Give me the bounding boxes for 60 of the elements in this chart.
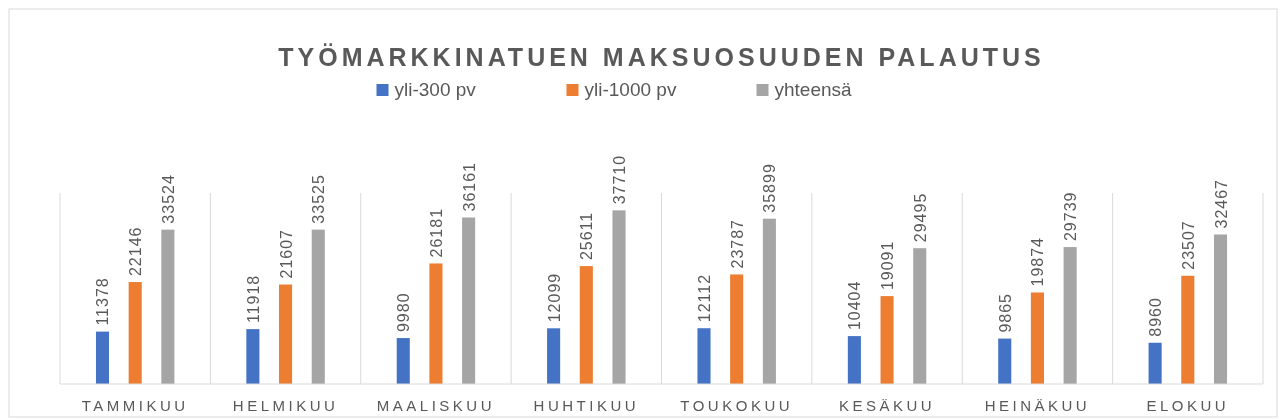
legend-label: yli-300 pv [394,79,477,100]
data-label: 11918 [244,274,262,324]
bar [279,284,293,384]
data-label: 10404 [846,280,864,331]
bar [462,217,476,384]
bar [730,274,744,384]
data-label: 26181 [427,207,445,258]
data-label: 22146 [127,226,145,277]
bar [1148,342,1162,384]
data-label: 29495 [911,192,929,243]
bar [1181,275,1195,384]
bar [246,329,260,384]
data-label: 12099 [545,272,563,323]
data-label: 29739 [1062,191,1080,242]
data-label: 36161 [460,162,478,212]
data-label: 9865 [996,292,1014,333]
data-label: 8960 [1147,297,1165,337]
data-label: 11378 [94,277,112,326]
bar [913,248,927,384]
bar [1063,247,1077,384]
data-label: 19091 [879,240,897,291]
x-tick-label: MAALISKUU [376,397,496,414]
bar [762,218,776,384]
legend-label: yli-1000 pv [584,79,677,100]
data-label: 25611 [578,211,596,261]
x-tick-label: ELOKUU [1146,397,1230,414]
bar [998,338,1012,384]
bar [1213,234,1228,384]
x-tick-label: TAMMIKUU [81,397,189,414]
legend-label: yhteensä [774,79,853,100]
data-label: 35899 [761,163,779,213]
data-label: 23507 [1179,220,1197,270]
bar [880,296,894,384]
x-tick-label: HELMIKUU [232,397,339,414]
bar [547,328,561,384]
x-tick-label: HEINÄKUU [984,397,1091,414]
bar [1030,292,1044,384]
bar [847,336,861,384]
data-label: 37710 [611,154,628,205]
data-label: 33525 [310,174,328,224]
x-tick-label: HUHTIKUU [533,397,640,414]
data-label: 9980 [395,292,413,333]
x-tick-label: KESÄKUU [838,397,936,414]
bar [429,263,443,384]
bar [311,229,325,384]
data-label: 32467 [1212,179,1230,229]
chart-title: TYÖMARKKINATUEN MAKSUOSUUDEN PALAUTUS [278,43,1045,71]
data-label: 33524 [159,174,177,224]
bar [697,328,711,384]
bar [396,338,410,384]
data-label: 23787 [728,218,746,269]
bar [128,282,142,384]
bar [161,229,175,384]
bar [612,210,626,384]
data-label: 21607 [277,229,295,279]
bar [579,266,593,384]
x-tick-label: TOUKOKUU [680,397,794,414]
bar [95,331,110,384]
data-label: 12112 [696,273,713,323]
data-label: 19874 [1029,236,1047,287]
